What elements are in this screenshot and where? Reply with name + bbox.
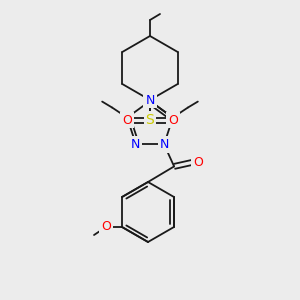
Text: O: O [168,113,178,127]
Text: O: O [122,113,132,127]
Text: N: N [159,138,169,151]
Text: N: N [131,138,141,151]
Text: N: N [145,94,155,106]
Text: O: O [101,220,111,233]
Text: S: S [146,113,154,127]
Text: O: O [193,156,203,169]
